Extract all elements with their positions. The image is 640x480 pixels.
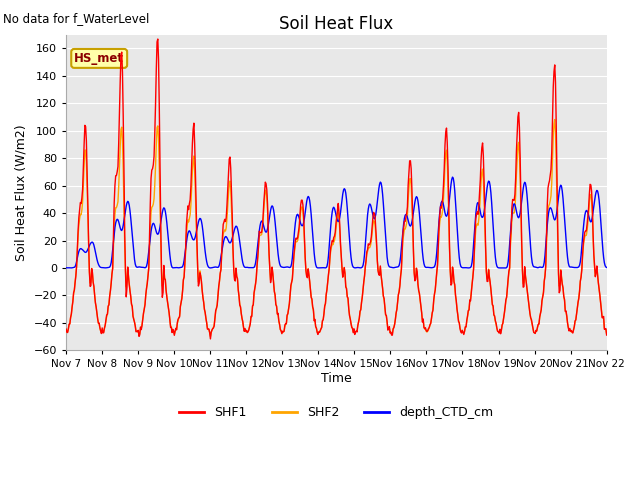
Legend: SHF1, SHF2, depth_CTD_cm: SHF1, SHF2, depth_CTD_cm [175, 401, 499, 424]
Text: HS_met: HS_met [74, 52, 124, 65]
Title: Soil Heat Flux: Soil Heat Flux [279, 15, 394, 33]
Text: No data for f_WaterLevel: No data for f_WaterLevel [3, 12, 150, 25]
X-axis label: Time: Time [321, 372, 352, 385]
Y-axis label: Soil Heat Flux (W/m2): Soil Heat Flux (W/m2) [15, 124, 28, 261]
